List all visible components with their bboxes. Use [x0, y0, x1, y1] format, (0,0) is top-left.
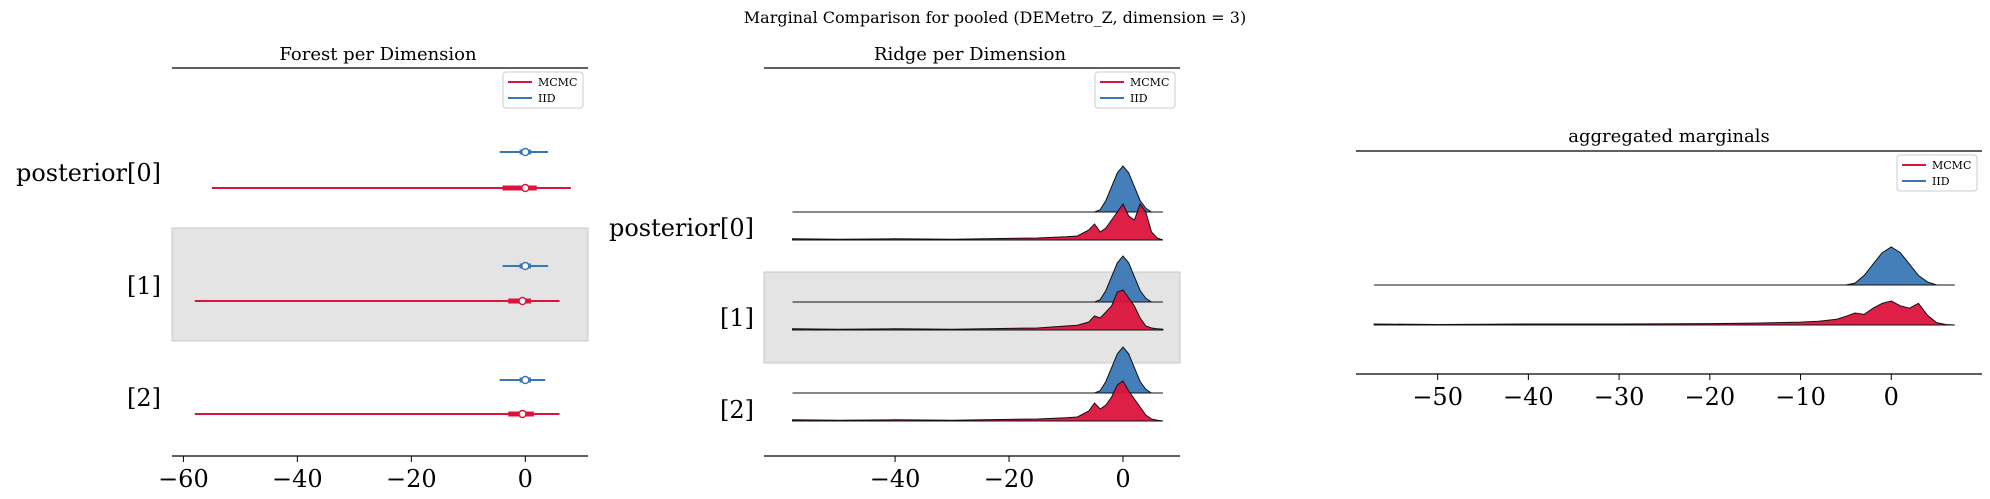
- x-tick-label: 0: [1115, 465, 1130, 493]
- mcmc-ridge: [792, 202, 1164, 241]
- x-tick-label: −40: [1503, 383, 1554, 411]
- iid-ridge: [1374, 246, 1955, 286]
- figure-suptitle: Marginal Comparison for pooled (DEMetro_…: [744, 8, 1246, 27]
- forest-median: [521, 183, 530, 193]
- forest-median: [521, 375, 530, 385]
- row-label: [2]: [720, 396, 754, 424]
- mcmc-ridge: [792, 380, 1163, 422]
- row-band: [171, 227, 589, 342]
- x-tick-label: 0: [518, 465, 533, 493]
- x-tick-label: −20: [386, 465, 437, 493]
- legend-label: MCMC: [538, 76, 577, 89]
- row-label: posterior[0]: [16, 159, 161, 187]
- row-label: [1]: [720, 304, 754, 332]
- forest-median: [521, 261, 530, 271]
- forest-median: [518, 296, 527, 306]
- legend-label: MCMC: [1932, 159, 1971, 172]
- legend-label: IID: [1130, 92, 1148, 105]
- x-tick-label: 0: [1884, 383, 1899, 411]
- aggregated-panel: aggregated marginals MCMC IID −50 −40 −30 −20…: [1356, 126, 1982, 411]
- x-tick-label: −50: [1412, 383, 1463, 411]
- forest-median: [521, 147, 530, 157]
- x-tick-label: −40: [272, 465, 323, 493]
- legend-label: IID: [1932, 175, 1950, 188]
- mcmc-ridge: [1373, 300, 1955, 326]
- x-tick-label: −20: [1684, 383, 1735, 411]
- aggregated-title: aggregated marginals: [1568, 126, 1769, 147]
- forest-title: Forest per Dimension: [279, 44, 477, 65]
- iid-ridge: [792, 165, 1163, 213]
- legend-label: IID: [538, 92, 556, 105]
- row-label: [1]: [127, 272, 161, 300]
- legend-label: MCMC: [1130, 76, 1169, 89]
- x-tick-label: −30: [1594, 383, 1645, 411]
- ridge-title: Ridge per Dimension: [874, 44, 1067, 65]
- forest-median: [518, 409, 527, 419]
- forest-panel: Forest per Dimension posterior[0] [1] [2] M…: [16, 44, 589, 493]
- ridge-panel: Ridge per Dimension posterior[0] [1] [2] MC…: [609, 44, 1181, 493]
- row-label: [2]: [127, 384, 161, 412]
- x-tick-label: −10: [1775, 383, 1826, 411]
- x-tick-label: −60: [158, 465, 209, 493]
- mcmc-ridge: [792, 289, 1164, 331]
- row-label: posterior[0]: [609, 214, 754, 242]
- x-tick-label: −40: [870, 465, 921, 493]
- x-tick-label: −20: [984, 465, 1035, 493]
